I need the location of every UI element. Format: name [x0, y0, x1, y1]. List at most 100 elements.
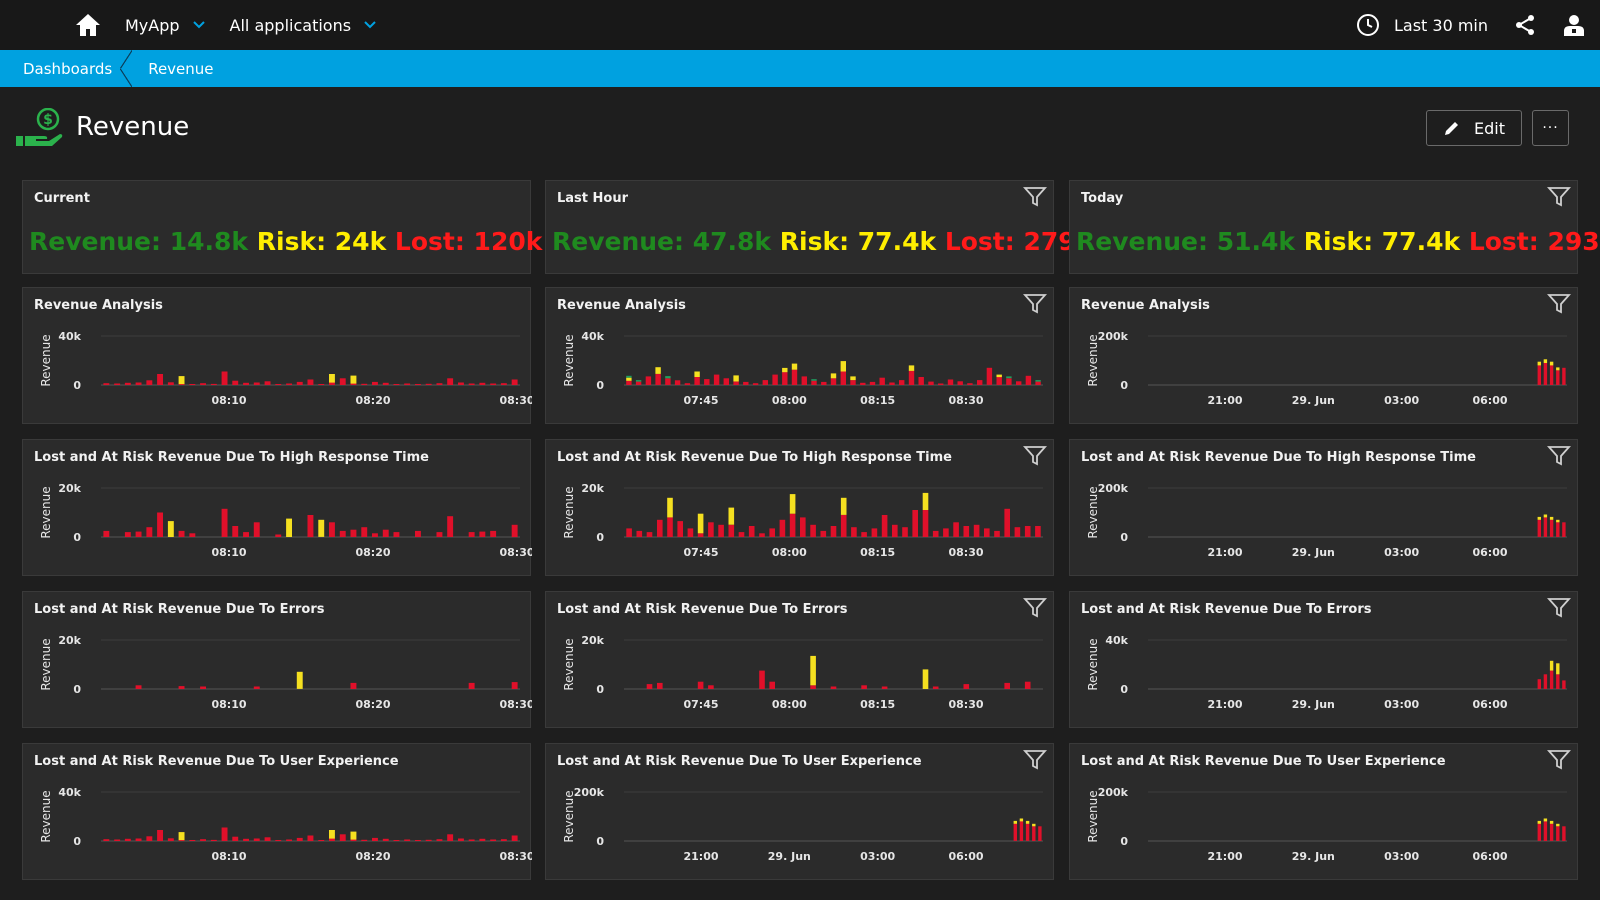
bar-lost [708, 685, 714, 689]
bar-lost [189, 384, 196, 385]
bar-lost [296, 381, 303, 385]
bar-lost [178, 384, 185, 385]
bar-risk [655, 367, 661, 374]
bar-lost [458, 382, 464, 385]
chart-tile[interactable]: Lost and At Risk Revenue Due To User Exp… [22, 743, 532, 880]
filter-icon[interactable] [1547, 186, 1571, 208]
filter-icon[interactable] [1023, 186, 1047, 208]
filter-icon[interactable] [1023, 293, 1047, 315]
bar-risk [1556, 367, 1560, 371]
bar-lost [759, 670, 765, 689]
x-tick-label: 08:30 [948, 394, 983, 407]
bar-lost [296, 837, 303, 841]
bar-lost [743, 381, 749, 385]
edit-button[interactable]: Edit [1426, 110, 1522, 146]
bar-lost [307, 379, 314, 385]
hamburger-icon[interactable] [14, 16, 36, 34]
app-selector[interactable]: MyApp [101, 16, 206, 35]
bar-risk [922, 492, 929, 510]
x-tick-label: 08:30 [948, 546, 983, 559]
chart-tile[interactable]: Lost and At Risk Revenue Due To High Res… [545, 439, 1054, 576]
chart-tile[interactable]: Revenue Analysis Revenue 200k 0 21:00 29. Jun… [1069, 287, 1578, 424]
bar-lost [146, 836, 153, 841]
tile-title: Last Hour [557, 191, 629, 206]
bar-lost [646, 684, 653, 689]
bar-risk [728, 507, 735, 525]
chart-tile[interactable]: Revenue Analysis Revenue 40k 0 07:45 08:00 08:… [545, 287, 1054, 424]
application-filter[interactable]: All applications [206, 16, 378, 35]
filter-icon[interactable] [1023, 445, 1047, 467]
bar-lost [318, 384, 325, 385]
filter-icon[interactable] [1547, 293, 1571, 315]
filter-icon[interactable] [1547, 445, 1571, 467]
y-tick-label: 0 [73, 531, 81, 544]
filter-icon[interactable] [1023, 749, 1047, 771]
bar-lost [1556, 370, 1560, 385]
timeframe-label: Last 30 min [1393, 15, 1488, 35]
bar-lost [1562, 826, 1566, 841]
x-tick-label: 08:30 [499, 546, 532, 559]
bar-lost [1016, 381, 1022, 385]
bar-lost [646, 532, 653, 537]
bar-risk [318, 519, 325, 537]
bar-lost [684, 383, 691, 385]
bar-lost [789, 513, 796, 537]
breadcrumb-dashboards[interactable]: Dashboards [0, 50, 133, 87]
chart-tile[interactable]: Lost and At Risk Revenue Due To High Res… [1069, 439, 1578, 576]
y-tick-label: 0 [1120, 835, 1128, 848]
bar-lost [1543, 363, 1548, 386]
bar-lost [253, 522, 260, 537]
y-axis-label: Revenue [562, 334, 576, 386]
bar-risk [350, 831, 357, 840]
bar-lost [892, 524, 898, 538]
bar-risk [1013, 820, 1017, 824]
bar-lost [275, 534, 282, 537]
home-button[interactable] [36, 12, 101, 38]
x-tick-label: 21:00 [1207, 698, 1242, 711]
bar-risk [1556, 663, 1560, 675]
kpi-tile-current[interactable]: Current Revenue: 14.8k Risk: 24k Lost: 1… [22, 180, 542, 274]
chart-tile[interactable]: Revenue Analysis Revenue 40k 0 08:10 08:20 08:… [22, 287, 532, 424]
x-tick-label: 21:00 [1207, 850, 1242, 863]
bar-lost [922, 510, 929, 537]
bar-risk [840, 361, 846, 372]
y-tick-label: 0 [596, 683, 604, 696]
user-menu[interactable] [1564, 14, 1600, 36]
filter-icon[interactable] [1547, 749, 1571, 771]
bar-lost [912, 510, 918, 537]
bar-lost [404, 383, 411, 385]
filter-icon[interactable] [1547, 597, 1571, 619]
bar-lost [667, 517, 673, 537]
kpi-tile-today[interactable]: Today Revenue: 51.4k Risk: 77.4k Lost: 2… [1069, 180, 1600, 274]
breadcrumb-revenue[interactable]: Revenue [148, 59, 214, 78]
bar-risk [329, 374, 335, 383]
tile-title: Lost and At Risk Revenue Due To Errors [1081, 602, 1372, 617]
more-options-button[interactable]: ··· [1532, 110, 1569, 146]
bar-chart: Revenue 20k 0 08:10 08:20 08:30 [39, 634, 532, 711]
bar-lost [752, 383, 759, 385]
y-axis-label: Revenue [1086, 334, 1100, 386]
chart-tile[interactable]: Lost and At Risk Revenue Due To Errors Re… [1069, 591, 1578, 728]
bar-lost [339, 378, 346, 385]
x-tick-label: 06:00 [1472, 394, 1507, 407]
chart-tile[interactable]: Lost and At Risk Revenue Due To Errors Re… [22, 591, 532, 728]
y-tick-label: 20k [58, 634, 81, 647]
y-axis-label: Revenue [1086, 790, 1100, 842]
bar-lost [1038, 826, 1042, 841]
bar-risk [167, 521, 174, 537]
chart-tile[interactable]: Lost and At Risk Revenue Due To User Exp… [1069, 743, 1578, 880]
share-button[interactable] [1514, 14, 1564, 36]
x-tick-label: 03:00 [1384, 546, 1419, 559]
kpi-tile-last-hour[interactable]: Last Hour Revenue: 47.8k Risk: 77.4k Los… [545, 180, 1092, 274]
timeframe-selector[interactable]: Last 30 min [1356, 13, 1514, 37]
bar-lost [221, 508, 228, 537]
bar-lost [415, 384, 421, 385]
chart-tile[interactable]: Lost and At Risk Revenue Due To High Res… [22, 439, 532, 576]
bar-risk [840, 497, 847, 515]
chart-tile[interactable]: Lost and At Risk Revenue Due To User Exp… [545, 743, 1054, 880]
bar-lost [114, 383, 121, 385]
chart-tile[interactable]: Lost and At Risk Revenue Due To Errors Re… [545, 591, 1054, 728]
dashboard-header: $ Revenue Edit ··· [0, 87, 1600, 177]
bar-lost [511, 524, 518, 538]
filter-icon[interactable] [1023, 597, 1047, 619]
